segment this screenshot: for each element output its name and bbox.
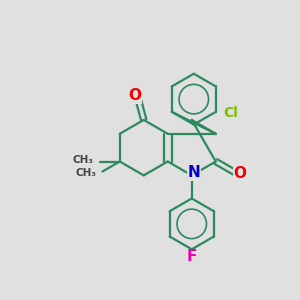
Text: Cl: Cl [224,106,238,120]
Text: O: O [129,88,142,103]
Text: CH₃: CH₃ [75,168,96,178]
Text: O: O [233,166,246,181]
Text: CH₃: CH₃ [73,155,94,165]
Text: N: N [188,165,200,180]
Text: F: F [187,250,197,265]
